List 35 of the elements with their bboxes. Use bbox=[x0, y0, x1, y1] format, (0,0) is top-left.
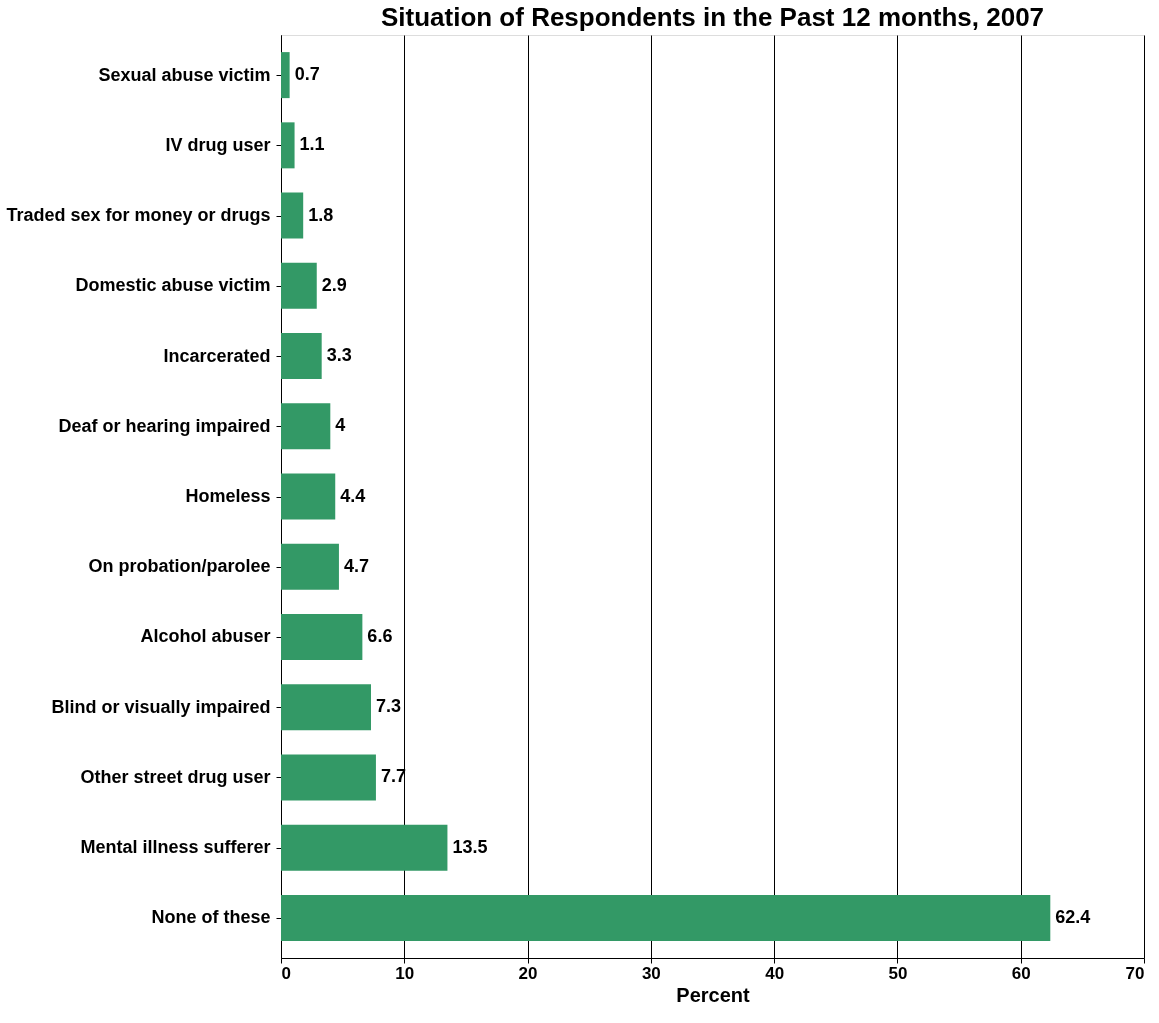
y-tick-label: Domestic abuse victim bbox=[75, 275, 271, 296]
data-label: 1.8 bbox=[308, 204, 334, 225]
y-tick-label: None of these bbox=[151, 907, 271, 928]
data-label: 2.9 bbox=[321, 274, 347, 295]
x-tick-label: 0 bbox=[281, 963, 291, 983]
y-tick-label: IV drug user bbox=[165, 134, 271, 155]
y-tick-label: Incarcerated bbox=[163, 345, 271, 366]
y-tick-label: Deaf or hearing impaired bbox=[58, 415, 271, 436]
data-label: 4.4 bbox=[340, 485, 366, 506]
data-label: 3.3 bbox=[326, 345, 352, 366]
y-tick-label: On probation/parolee bbox=[88, 556, 271, 577]
y-tick-label: Mental illness sufferer bbox=[80, 837, 271, 858]
x-axis-title: Percent bbox=[676, 983, 751, 1006]
y-tick-label: Alcohol abuser bbox=[140, 626, 271, 647]
chart-title: Situation of Respondents in the Past 12 months, 2007 bbox=[380, 2, 1045, 32]
data-label: 13.5 bbox=[452, 836, 488, 857]
y-tick-label: Sexual abuse victim bbox=[98, 64, 271, 85]
x-tick-label: 40 bbox=[765, 963, 785, 983]
x-tick-label: 20 bbox=[518, 963, 538, 983]
data-label: 1.1 bbox=[299, 134, 325, 155]
x-tick-label: 70 bbox=[1125, 963, 1145, 983]
y-tick-label: Blind or visually impaired bbox=[51, 696, 271, 717]
data-label: 0.7 bbox=[294, 64, 320, 85]
x-tick-label: 60 bbox=[1011, 963, 1031, 983]
y-tick-label: Homeless bbox=[185, 486, 271, 506]
data-label: 6.6 bbox=[367, 625, 393, 646]
x-tick-label: 30 bbox=[641, 963, 661, 983]
y-tick-label: Other street drug user bbox=[80, 766, 271, 787]
y-tick-label: Traded sex for money or drugs bbox=[6, 205, 271, 226]
data-label: 7.3 bbox=[376, 696, 402, 717]
x-tick-label: 50 bbox=[888, 963, 908, 983]
data-label: 4 bbox=[335, 415, 346, 436]
data-label: 62.4 bbox=[1055, 906, 1091, 927]
x-tick-label: 10 bbox=[395, 963, 415, 983]
data-label: 4.7 bbox=[343, 555, 369, 576]
